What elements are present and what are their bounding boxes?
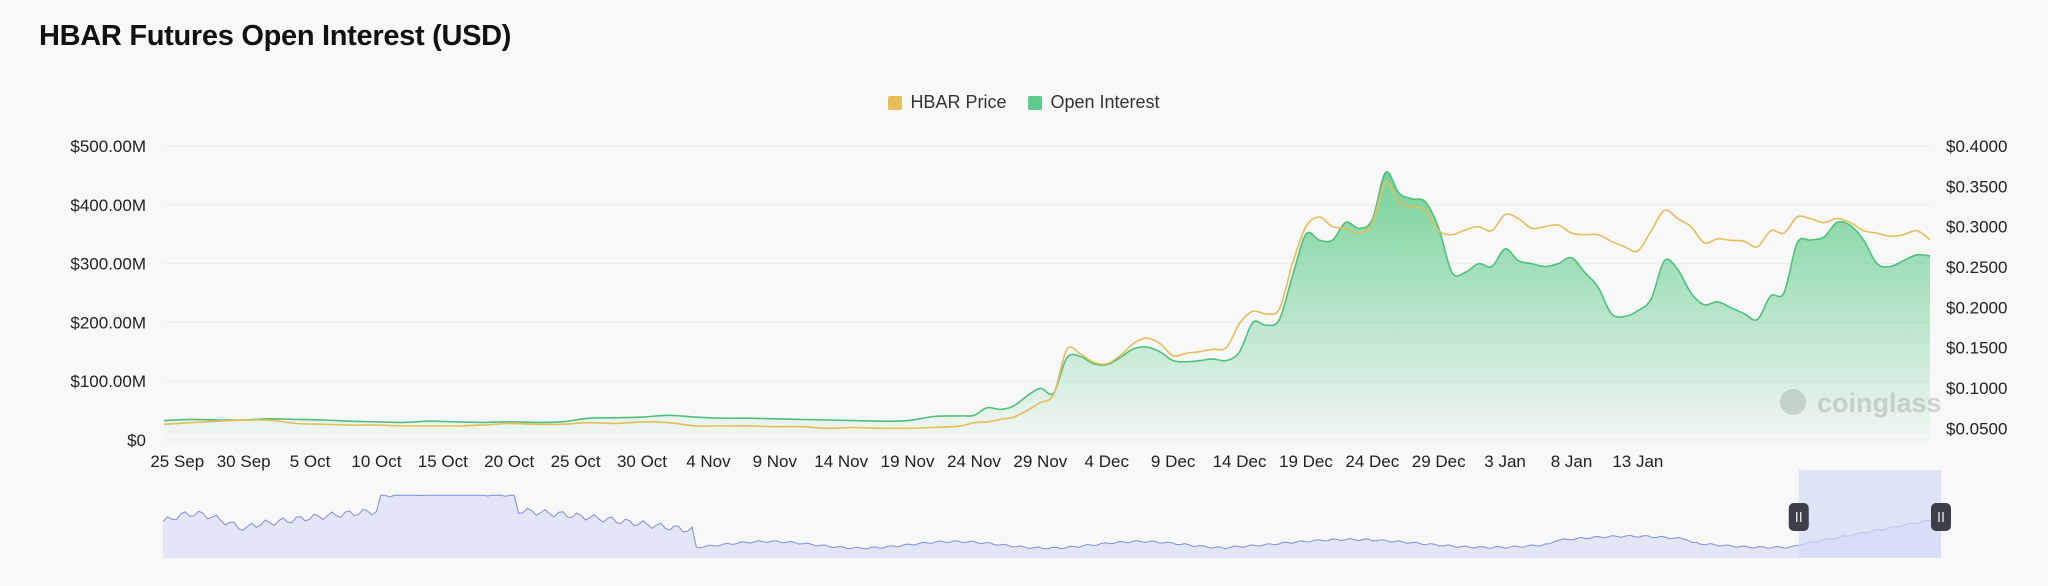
x-tick: 30 Oct: [617, 452, 667, 471]
y-tick-right: $0.3000: [1946, 218, 2007, 237]
navigator-handle-right[interactable]: [1931, 503, 1951, 531]
x-tick: 14 Nov: [814, 452, 868, 471]
x-tick: 29 Nov: [1013, 452, 1067, 471]
x-tick: 13 Jan: [1612, 452, 1663, 471]
x-tick: 4 Dec: [1085, 452, 1130, 471]
x-tick: 5 Oct: [290, 452, 331, 471]
y-tick-left: $0: [127, 431, 146, 450]
y-axis-left: $0 $100.00M $200.00M $300.00M $400.00M $500.0…: [70, 137, 146, 450]
legend-swatch-open-interest: [1028, 95, 1043, 110]
x-tick: 4 Nov: [686, 452, 731, 471]
x-tick: 14 Dec: [1213, 452, 1267, 471]
navigator-selection[interactable]: [1798, 470, 1941, 558]
open-interest-line: [163, 171, 1931, 424]
x-tick: 19 Dec: [1279, 452, 1333, 471]
open-interest-area: [164, 171, 1930, 440]
y-axis-right: $0.0500 $0.1000 $0.1500 $0.2000 $0.2500 $0.30…: [1946, 137, 2007, 438]
x-tick: 25 Oct: [551, 452, 601, 471]
x-tick: 9 Nov: [753, 452, 798, 471]
x-tick: 3 Jan: [1484, 452, 1526, 471]
legend-label-open-interest: Open Interest: [1050, 92, 1160, 112]
y-tick-left: $100.00M: [70, 372, 146, 391]
x-tick: 19 Nov: [881, 452, 935, 471]
x-tick: 25 Sep: [150, 452, 204, 471]
x-tick: 20 Oct: [484, 452, 534, 471]
navigator[interactable]: [162, 470, 1951, 558]
open-interest-series[interactable]: [163, 171, 1931, 440]
chart-title: HBAR Futures Open Interest (USD): [39, 20, 512, 52]
price-line: [163, 181, 1931, 430]
y-tick-right: $0.3500: [1946, 177, 2007, 196]
navigator-handle-left[interactable]: [1788, 503, 1809, 531]
navigator-area: [163, 495, 1941, 558]
legend-item-open-interest[interactable]: Open Interest: [1028, 92, 1160, 113]
chart-legend: HBAR Price Open Interest: [0, 92, 2048, 113]
legend-label-price: HBAR Price: [910, 92, 1007, 112]
x-tick: 8 Jan: [1551, 452, 1593, 471]
x-tick: 29 Dec: [1412, 452, 1466, 471]
legend-swatch-price: [888, 95, 903, 110]
x-tick: 10 Oct: [351, 452, 401, 471]
y-tick-left: $500.00M: [70, 137, 146, 156]
y-tick-left: $200.00M: [70, 313, 146, 332]
y-tick-right: $0.4000: [1946, 137, 2007, 156]
y-tick-right: $0.1000: [1946, 379, 2007, 398]
x-tick: 24 Nov: [947, 452, 1001, 471]
x-tick: 15 Oct: [418, 452, 468, 471]
x-tick: 9 Dec: [1151, 452, 1196, 471]
legend-item-price[interactable]: HBAR Price: [888, 92, 1006, 113]
y-tick-right: $0.2000: [1946, 298, 2007, 317]
y-tick-left: $400.00M: [70, 196, 146, 215]
y-tick-right: $0.1500: [1946, 339, 2007, 358]
y-tick-right: $0.0500: [1946, 419, 2007, 438]
navigator-line: [162, 494, 1942, 550]
x-axis: 25 Sep 30 Sep 5 Oct 10 Oct 15 Oct 20 Oct 25 Oc…: [150, 452, 1663, 471]
price-series[interactable]: [163, 181, 1931, 430]
y-tick-right: $0.2500: [1946, 258, 2007, 277]
y-tick-left: $300.00M: [70, 255, 146, 274]
x-tick: 24 Dec: [1345, 452, 1399, 471]
x-tick: 30 Sep: [217, 452, 271, 471]
